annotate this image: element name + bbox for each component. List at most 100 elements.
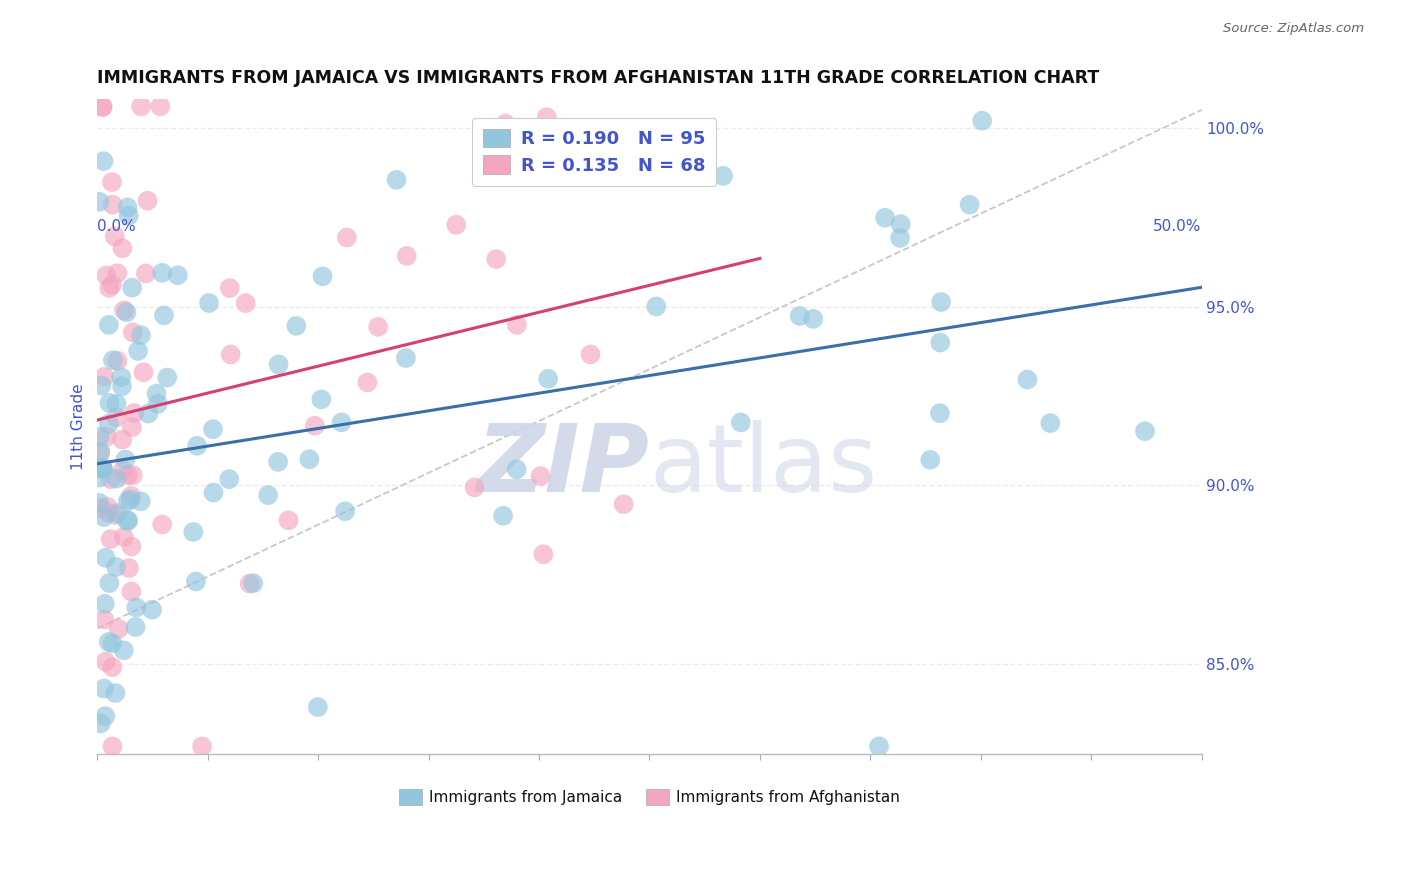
Text: atlas: atlas bbox=[650, 419, 877, 512]
Point bbox=[141, 602, 163, 616]
Point bbox=[298, 452, 321, 467]
Point bbox=[579, 347, 602, 361]
Point bbox=[107, 353, 129, 368]
Point bbox=[875, 211, 897, 225]
Point bbox=[267, 455, 290, 469]
Point bbox=[107, 622, 129, 636]
Point bbox=[97, 635, 120, 649]
Point bbox=[122, 406, 145, 420]
Point bbox=[96, 429, 118, 443]
Point bbox=[257, 488, 280, 502]
Point bbox=[186, 439, 208, 453]
Point bbox=[153, 309, 176, 323]
Point bbox=[125, 600, 148, 615]
Point bbox=[101, 197, 124, 211]
Point bbox=[890, 217, 912, 231]
Point bbox=[120, 584, 142, 599]
Point bbox=[94, 550, 117, 565]
Text: 50.0%: 50.0% bbox=[1153, 219, 1202, 234]
Point bbox=[129, 99, 152, 113]
Point bbox=[120, 489, 142, 503]
Point bbox=[730, 416, 752, 430]
Point bbox=[93, 681, 115, 696]
Point bbox=[98, 576, 121, 591]
Text: Source: ZipAtlas.com: Source: ZipAtlas.com bbox=[1223, 22, 1364, 36]
Point bbox=[537, 372, 560, 386]
Point bbox=[218, 472, 240, 486]
Point bbox=[506, 318, 529, 332]
Point bbox=[117, 494, 139, 508]
Point bbox=[107, 266, 129, 280]
Point bbox=[110, 370, 132, 384]
Point bbox=[91, 100, 114, 114]
Point bbox=[117, 201, 139, 215]
Point bbox=[801, 311, 824, 326]
Point bbox=[104, 508, 127, 522]
Point bbox=[494, 117, 516, 131]
Point bbox=[789, 309, 811, 323]
Point bbox=[97, 318, 120, 332]
Point bbox=[395, 351, 418, 365]
Point bbox=[132, 365, 155, 379]
Point bbox=[621, 148, 644, 162]
Point bbox=[385, 173, 408, 187]
Point bbox=[111, 241, 134, 255]
Point bbox=[117, 468, 139, 483]
Point bbox=[395, 249, 418, 263]
Point bbox=[115, 514, 138, 528]
Point bbox=[97, 500, 120, 514]
Point bbox=[638, 135, 661, 149]
Point bbox=[444, 218, 467, 232]
Point bbox=[111, 433, 134, 447]
Point bbox=[121, 420, 143, 434]
Point bbox=[1017, 372, 1039, 386]
Point bbox=[304, 418, 326, 433]
Point bbox=[107, 506, 129, 520]
Point bbox=[93, 597, 115, 611]
Point bbox=[1039, 416, 1062, 430]
Point bbox=[93, 612, 115, 626]
Point bbox=[920, 452, 942, 467]
Point bbox=[98, 281, 121, 295]
Point bbox=[105, 410, 128, 425]
Point bbox=[149, 99, 172, 113]
Point bbox=[89, 501, 111, 516]
Point bbox=[150, 517, 173, 532]
Point bbox=[242, 576, 264, 591]
Point bbox=[156, 370, 179, 384]
Point bbox=[112, 530, 135, 544]
Point bbox=[529, 469, 551, 483]
Point bbox=[121, 326, 143, 340]
Point bbox=[101, 660, 124, 674]
Text: IMMIGRANTS FROM JAMAICA VS IMMIGRANTS FROM AFGHANISTAN 11TH GRADE CORRELATION CH: IMMIGRANTS FROM JAMAICA VS IMMIGRANTS FR… bbox=[97, 69, 1099, 87]
Point bbox=[929, 295, 952, 310]
Point bbox=[311, 269, 333, 284]
Point bbox=[93, 370, 115, 384]
Point bbox=[136, 407, 159, 421]
Point bbox=[121, 468, 143, 483]
Point bbox=[531, 547, 554, 561]
Point bbox=[1133, 424, 1156, 438]
Point bbox=[118, 209, 141, 223]
Point bbox=[645, 300, 668, 314]
Point bbox=[150, 266, 173, 280]
Point bbox=[219, 347, 242, 361]
Point bbox=[959, 197, 981, 211]
Point bbox=[505, 462, 527, 476]
Point bbox=[868, 739, 890, 754]
Point bbox=[105, 560, 128, 574]
Point bbox=[485, 252, 508, 266]
Point bbox=[101, 175, 124, 189]
Point bbox=[89, 444, 111, 458]
Point bbox=[711, 169, 734, 183]
Point bbox=[89, 496, 111, 510]
Point bbox=[91, 99, 114, 113]
Point bbox=[166, 268, 188, 283]
Point bbox=[90, 716, 112, 731]
Point bbox=[101, 636, 124, 650]
Point bbox=[101, 739, 124, 754]
Point bbox=[91, 462, 114, 476]
Point bbox=[367, 319, 389, 334]
Point bbox=[105, 472, 128, 486]
Point bbox=[101, 353, 124, 368]
